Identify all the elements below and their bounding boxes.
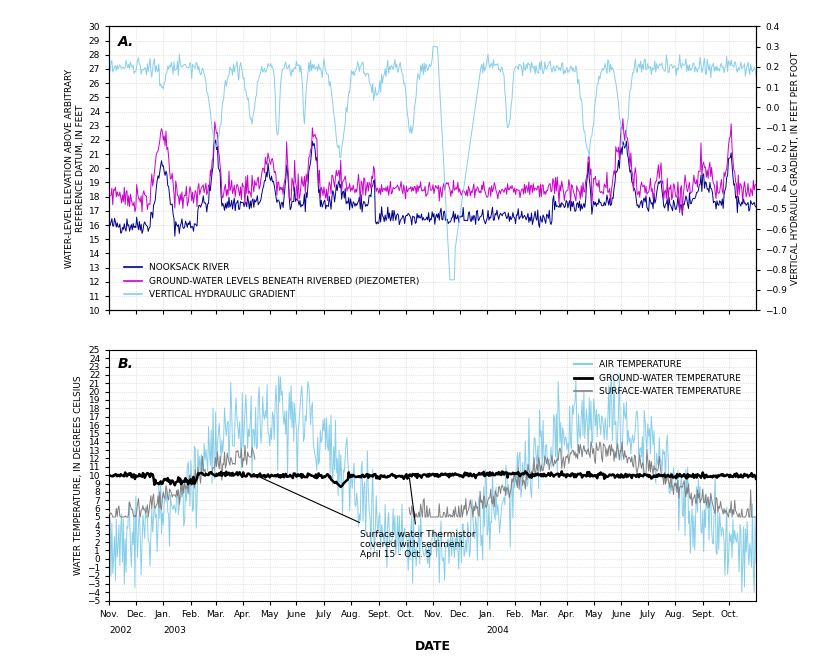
Text: 2003: 2003: [163, 626, 186, 635]
Text: 2002: 2002: [109, 626, 132, 635]
Text: Surface water Thermistor
covered with sediment
April 15 - Oct. 5: Surface water Thermistor covered with se…: [360, 478, 475, 559]
Text: B.: B.: [118, 357, 134, 372]
Text: 2004: 2004: [486, 626, 509, 635]
Y-axis label: VERTICAL HYDRAULIC GRADIENT, IN FEET PER FOOT: VERTICAL HYDRAULIC GRADIENT, IN FEET PER…: [791, 51, 800, 285]
Text: A.: A.: [118, 35, 134, 49]
Y-axis label: WATER-LEVEL ELEVATION ABOVE ARBITRARY
REFERENCE DATUM, IN FEET: WATER-LEVEL ELEVATION ABOVE ARBITRARY RE…: [66, 69, 85, 268]
Y-axis label: WATER TEMPERATURE, IN DEGREES CELSIUS: WATER TEMPERATURE, IN DEGREES CELSIUS: [74, 376, 83, 575]
Legend: AIR TEMPERATURE, GROUND-WATER TEMPERATURE, SURFACE-WATER TEMPERATURE: AIR TEMPERATURE, GROUND-WATER TEMPERATUR…: [570, 357, 745, 400]
Text: DATE: DATE: [415, 640, 450, 653]
Legend: NOOKSACK RIVER, GROUND-WATER LEVELS BENEATH RIVERBED (PIEZOMETER), VERTICAL HYDR: NOOKSACK RIVER, GROUND-WATER LEVELS BENE…: [120, 259, 423, 303]
